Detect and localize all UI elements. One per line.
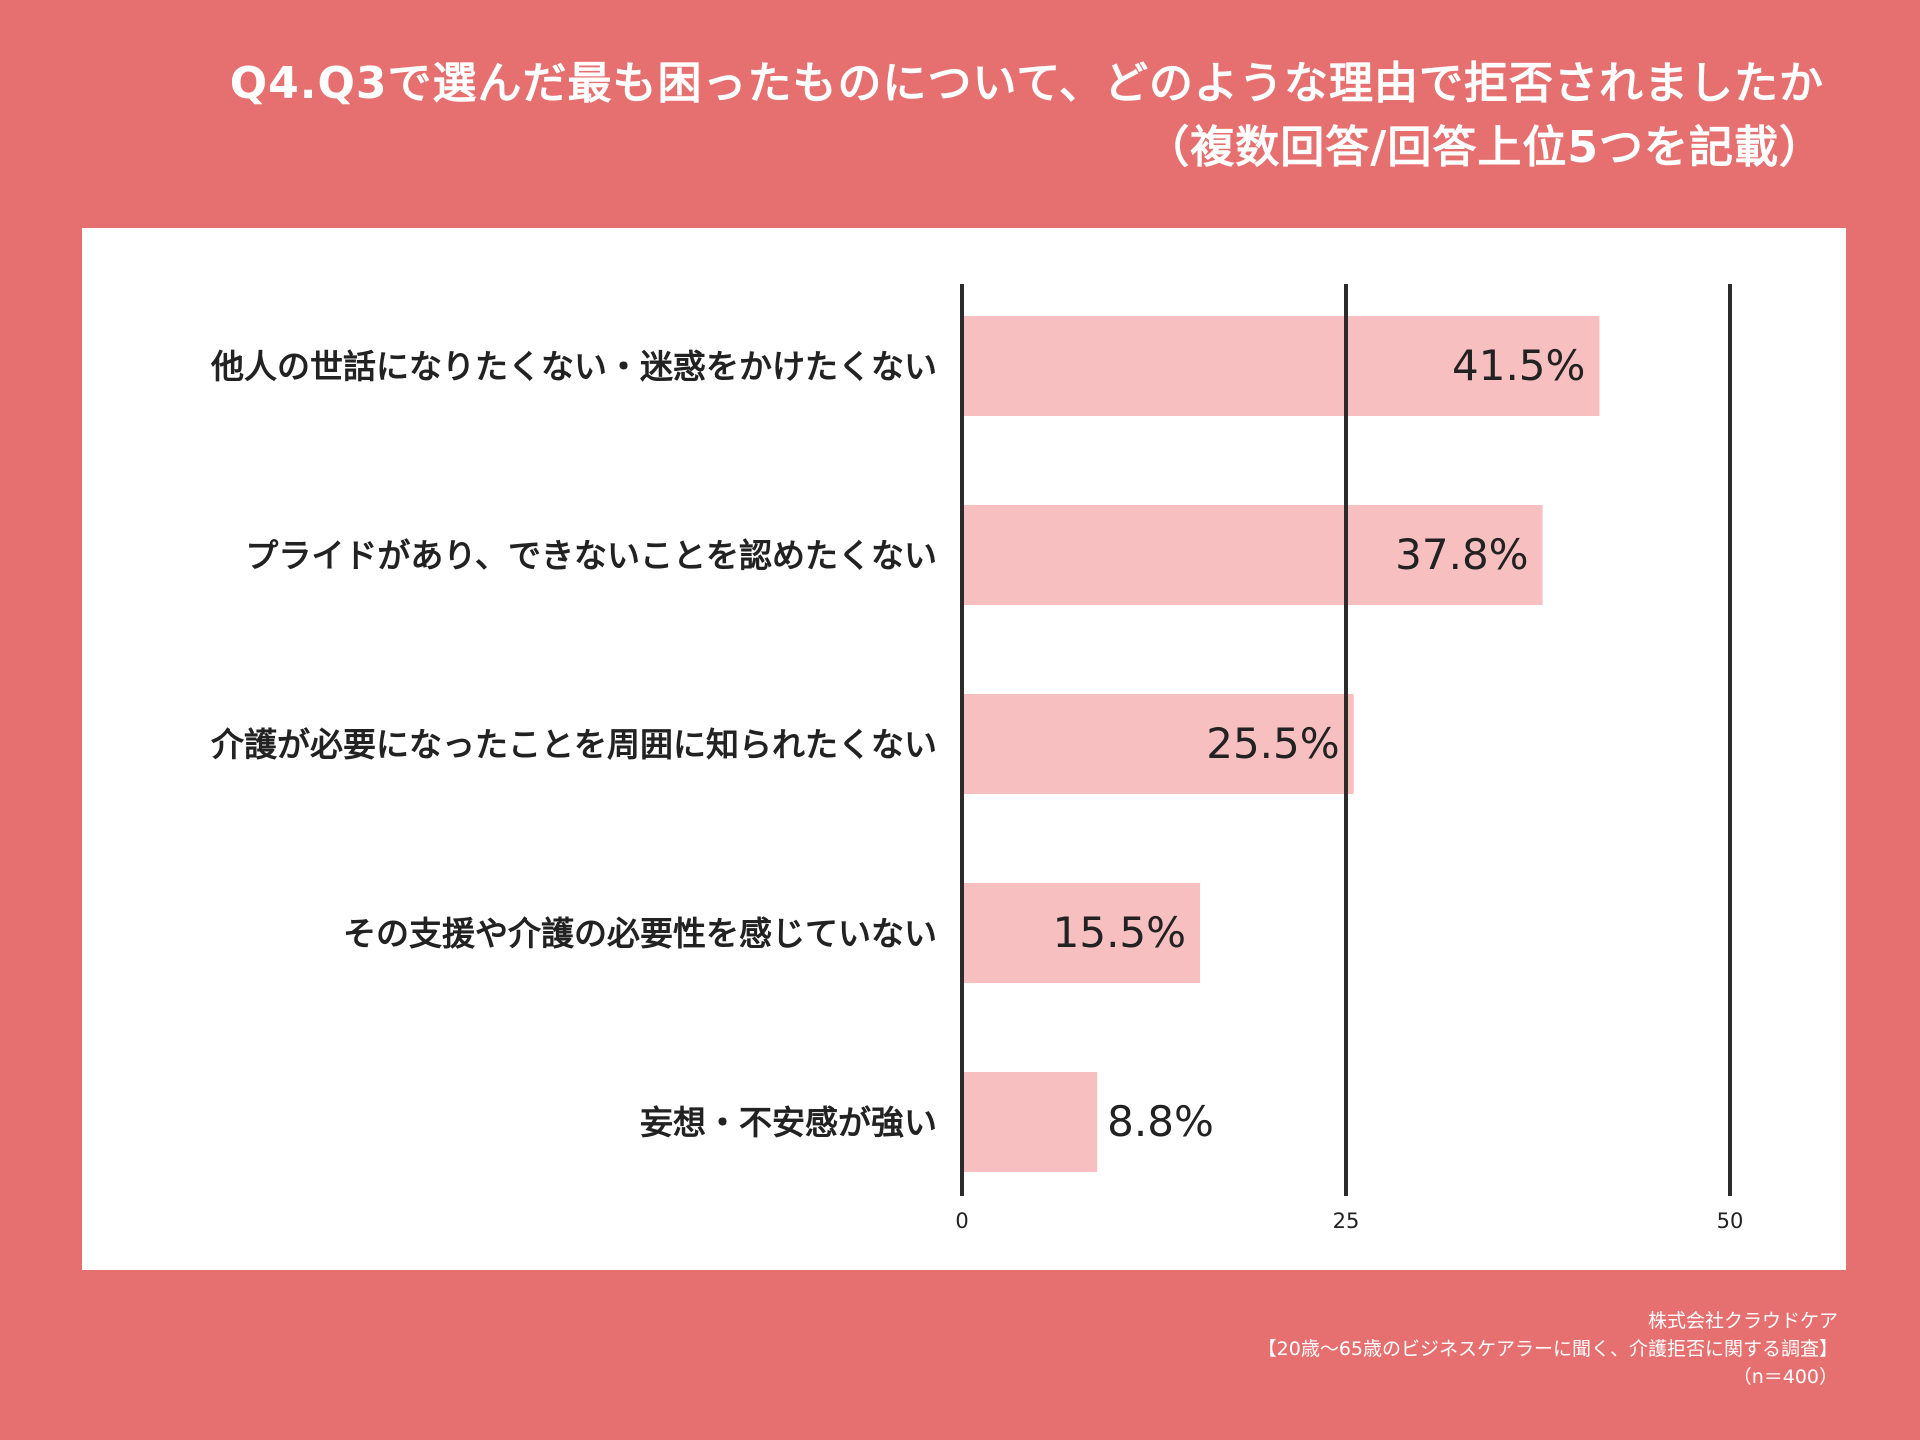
category-label-3: 介護が必要になったことを周囲に知られたくない (211, 725, 937, 764)
x-tick-label-25: 25 (1333, 1209, 1360, 1233)
bar-3 (962, 694, 1354, 794)
category-label-2: プライドがあり、できないことを認めたくない (245, 536, 937, 575)
footer-company: 株式会社クラウドケア (1647, 1310, 1838, 1332)
bar-4 (962, 883, 1201, 983)
footer-survey: 【20歳〜65歳のビジネスケアラーに聞く、介護拒否に関する調査】 (1257, 1338, 1838, 1360)
value-label-5: 8.8% (1107, 1097, 1214, 1146)
chart-title: Q4.Q3で選んだ最も困ったものについて、どのような理由で拒否されましたか (229, 58, 1824, 109)
value-label-2: 37.8% (1395, 530, 1528, 579)
category-label-4: その支援や介護の必要性を感じていない (343, 914, 937, 953)
category-label-5: 妄想・不安感が強い (640, 1103, 937, 1142)
footer-sample-size: （n＝400） (1732, 1366, 1838, 1388)
value-label-1: 41.5% (1452, 341, 1585, 390)
chart-panel: 0 25 50 他人の世話になりたくない・迷惑をかけたくない 41.5% プライドがあり、… (82, 228, 1846, 1270)
bar-chart: 0 25 50 他人の世話になりたくない・迷惑をかけたくない 41.5% プライドがあり、… (210, 284, 1744, 1233)
chart-subtitle: （複数回答/回答上位5つを記載） (1145, 122, 1824, 173)
x-tick-label-0: 0 (955, 1209, 968, 1233)
bar-1 (962, 316, 1600, 416)
category-label-1: 他人の世話になりたくない・迷惑をかけたくない (210, 347, 937, 386)
x-tick-label-50: 50 (1717, 1209, 1744, 1233)
value-label-4: 15.5% (1053, 908, 1186, 957)
value-label-3: 25.5% (1206, 719, 1339, 768)
bar-5 (962, 1072, 1098, 1172)
bar-2 (962, 505, 1543, 605)
